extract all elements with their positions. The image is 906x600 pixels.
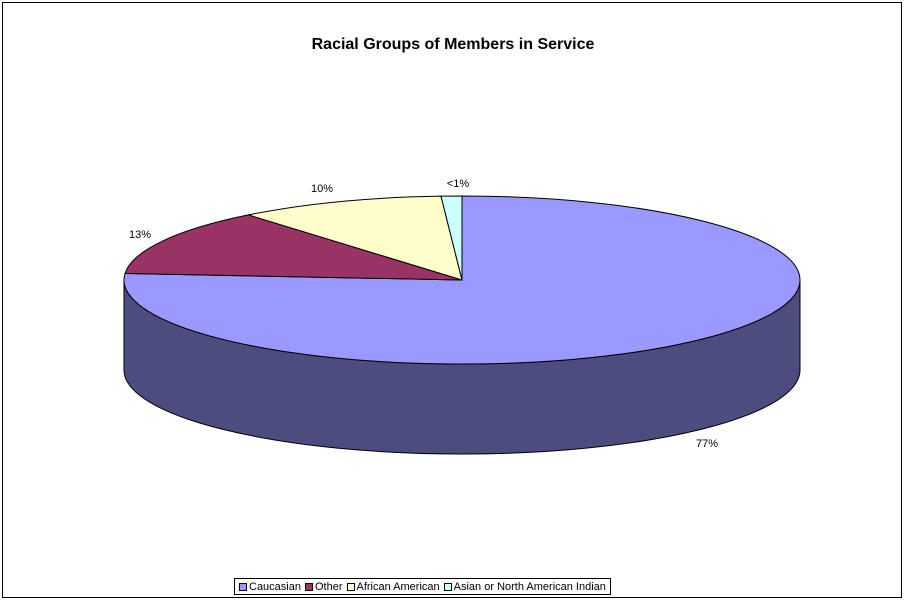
legend-label: Caucasian <box>249 580 301 593</box>
data-label: 13% <box>129 229 151 241</box>
legend: Caucasian Other African American Asian or N… <box>234 578 611 595</box>
legend-label: Other <box>314 580 343 593</box>
legend-label: African American <box>356 580 440 593</box>
pie-slice-asian-or-north-american-indian <box>440 195 463 281</box>
legend-swatch <box>239 582 247 591</box>
pie-slice-other <box>124 214 463 281</box>
pie-slice-african-american <box>248 195 463 281</box>
chart-title: Racial Groups of Members in Service <box>311 36 595 53</box>
legend-item: Other <box>304 580 343 593</box>
legend-item: Asian or North American Indian <box>443 580 606 593</box>
legend-label: Asian or North American Indian <box>453 580 606 593</box>
legend-swatch <box>304 582 313 591</box>
data-label: 77% <box>696 438 718 450</box>
data-label: <1% <box>447 178 470 190</box>
data-label: 10% <box>311 183 333 195</box>
legend-swatch <box>443 582 452 591</box>
legend-swatch <box>346 582 355 591</box>
legend-item: African American <box>346 580 440 593</box>
legend-item: Caucasian <box>239 581 301 593</box>
